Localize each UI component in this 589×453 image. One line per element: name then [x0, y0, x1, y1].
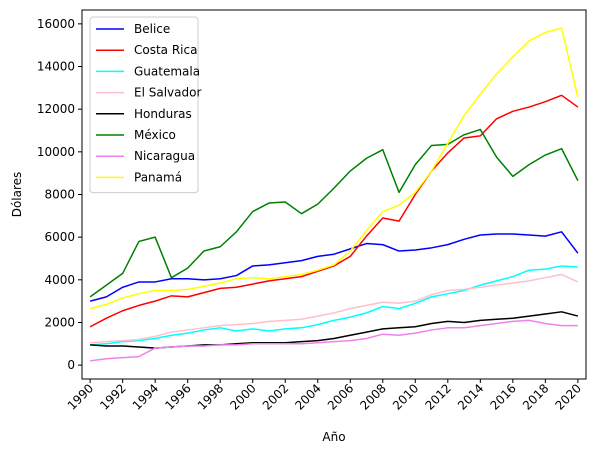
series-line-guatemala: [90, 265, 578, 346]
legend-label: Honduras: [134, 107, 192, 121]
legend-label: México: [134, 128, 176, 142]
x-axis: 1990 1992 1994 1996 1998 2000 2002 2004 2006 2008…: [65, 379, 584, 413]
x-tick-label: 1998: [195, 381, 226, 412]
x-tick-label: 1994: [130, 381, 161, 412]
legend-label: Nicaragua: [134, 149, 195, 163]
legend: Belice Costa Rica Guatemala El Salvador Hond…: [89, 16, 201, 194]
x-tick-label: 2012: [422, 381, 453, 412]
x-tick-label: 2008: [357, 381, 388, 412]
series-line-el-salvador: [90, 273, 579, 344]
y-axis: 0 2000 4000 6000 8000 10000 12000 14000 16000: [37, 17, 82, 372]
y-tick-label: 2000: [44, 315, 75, 329]
x-axis-label: Año: [322, 430, 345, 444]
legend-label: El Salvador: [134, 86, 201, 100]
x-tick-label: 2006: [325, 381, 356, 412]
y-tick-label: 6000: [44, 230, 75, 244]
legend-label: Guatemala: [134, 64, 200, 78]
series-line-nicaragua: [90, 319, 578, 362]
y-axis-label: Dólares: [10, 172, 24, 218]
x-tick-label: 1990: [65, 381, 96, 412]
series-line-honduras: [90, 311, 579, 349]
x-tick-label: 2020: [552, 381, 583, 412]
series-line-belice: [89, 231, 579, 302]
y-tick-label: 4000: [44, 273, 75, 287]
x-tick-label: 1996: [162, 381, 193, 412]
plot-lines: [89, 27, 579, 362]
x-tick-label: 2016: [487, 381, 518, 412]
y-tick-label: 12000: [37, 102, 75, 116]
y-tick-label: 8000: [44, 188, 75, 202]
legend-box: [89, 16, 199, 194]
x-tick-label: 2014: [455, 381, 486, 412]
x-tick-label: 2002: [260, 381, 291, 412]
series-line-mexico: [89, 128, 579, 298]
series-line-costa-rica: [89, 94, 579, 328]
series-line-panama: [89, 27, 579, 310]
x-tick-label: 2010: [390, 381, 421, 412]
x-tick-label: 1992: [97, 381, 128, 412]
legend-label: Belice: [134, 22, 170, 36]
y-tick-label: 0: [67, 358, 75, 372]
legend-label: Costa Rica: [134, 43, 197, 57]
legend-label: Panamá: [134, 170, 182, 184]
y-tick-label: 14000: [37, 60, 75, 74]
y-tick-label: 16000: [37, 17, 75, 31]
x-tick-label: 2018: [520, 381, 551, 412]
x-tick-label: 2000: [227, 381, 258, 412]
x-tick-label: 2004: [292, 381, 323, 412]
y-tick-label: 10000: [37, 145, 75, 159]
